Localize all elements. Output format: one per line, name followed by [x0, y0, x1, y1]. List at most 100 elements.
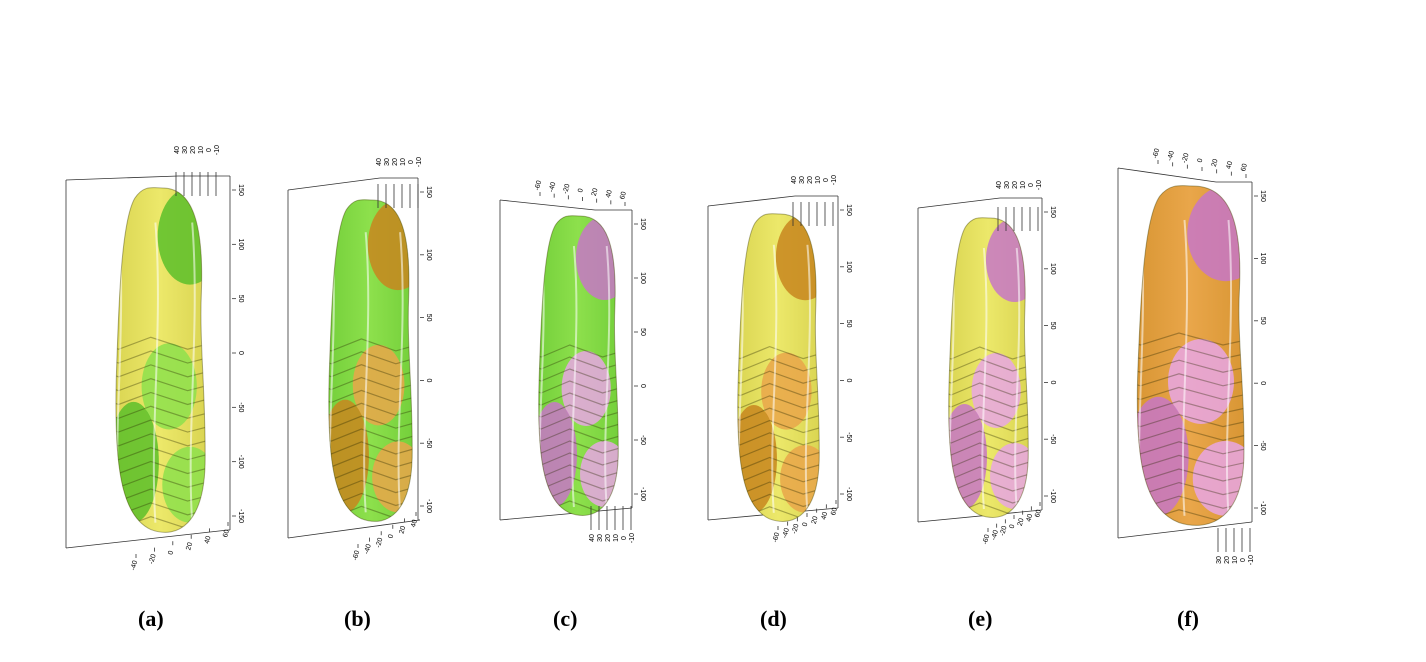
vertical-tick-label: -100: [845, 487, 852, 501]
vertical-tick-label: -50: [1259, 441, 1266, 451]
caption-f: (f): [1177, 606, 1199, 631]
vertical-tick-label: 150: [237, 184, 244, 196]
vertical-tick-label: 100: [425, 249, 432, 261]
depth-axis: 40 30 20 10 0 -10: [174, 145, 221, 196]
depth-tick-label: 0: [206, 148, 213, 152]
width-tick-label: 20: [185, 542, 194, 551]
vertical-tick-label: 150: [1049, 206, 1056, 218]
width-axis: -40 -20 0 20 40 60: [130, 522, 231, 571]
caption-b: (b): [344, 606, 371, 631]
caption-a: (a): [138, 606, 164, 631]
vertical-tick-label: -50: [845, 432, 852, 442]
depth-tick-label: -10: [1036, 180, 1043, 190]
depth-tick-label: 10: [1020, 181, 1027, 189]
depth-tick-label: 30: [799, 176, 806, 184]
vertical-tick-label: -50: [1049, 434, 1056, 444]
bounding-box: [65, 175, 231, 549]
width-axis: -60 -40 -20 0 20 40 60: [982, 502, 1043, 545]
vertical-tick-label: 150: [425, 186, 432, 198]
width-tick-label: 20: [1211, 158, 1220, 167]
vertical-tick-label: 50: [639, 328, 646, 336]
bounding-box: [499, 199, 633, 521]
sole-model: [1137, 185, 1245, 526]
width-tick-label: 20: [399, 525, 408, 534]
depth-tick-label: 0: [1028, 183, 1035, 187]
vertical-axis: 150 100 50 0 -50 -100: [1044, 206, 1056, 503]
vertical-axis: 150 100 50 0 -50 -100 -150: [232, 184, 244, 523]
vertical-tick-label: 0: [1259, 381, 1266, 385]
width-tick-label: 60: [1240, 163, 1249, 172]
depth-tick-label: 20: [392, 158, 399, 166]
vertical-tick-label: -50: [639, 435, 646, 445]
width-tick-label: -20: [148, 553, 157, 565]
width-tick-label: -20: [791, 523, 800, 535]
vertical-tick-label: -100: [237, 455, 244, 469]
vertical-tick-label: 0: [425, 378, 432, 382]
width-tick-label: -40: [548, 181, 557, 193]
width-tick-label: -40: [130, 560, 139, 572]
vertical-tick-label: -100: [639, 487, 646, 501]
vertical-axis: 150 100 50 0 -50 -100: [840, 204, 852, 501]
vertical-tick-label: 150: [1259, 190, 1266, 202]
width-tick-label: 40: [204, 535, 213, 544]
depth-tick-label: 10: [1232, 556, 1239, 564]
depth-axis: 40 30 20 10 0 -10: [996, 180, 1043, 231]
vertical-tick-label: 50: [845, 320, 852, 328]
width-tick-label: 60: [619, 191, 628, 200]
width-tick-label: 20: [591, 188, 600, 197]
width-tick-label: 0: [577, 188, 585, 194]
width-tick-label: 0: [167, 550, 175, 556]
vertical-tick-label: 0: [237, 351, 244, 355]
vertical-tick-label: 100: [237, 238, 244, 250]
width-tick-label: 40: [1025, 513, 1034, 522]
vertical-tick-label: 0: [1049, 380, 1056, 384]
width-tick-label: -40: [782, 527, 791, 539]
depth-tick-label: 40: [376, 158, 383, 166]
vertical-tick-label: 50: [1259, 317, 1266, 325]
width-axis: -60 -40 -20 0 20 40 60: [772, 500, 839, 543]
vertical-tick-label: -100: [1049, 489, 1056, 503]
width-tick-label: -40: [363, 543, 372, 555]
width-tick-label: 40: [820, 511, 829, 520]
depth-axis: 30 20 10 0 -10: [1216, 528, 1255, 565]
sole-model: [115, 187, 206, 533]
depth-tick-label: 20: [807, 176, 814, 184]
vertical-tick-label: 50: [237, 295, 244, 303]
caption-d: (d): [760, 606, 787, 631]
width-tick-label: -60: [534, 180, 543, 192]
sole-model: [948, 217, 1029, 518]
width-tick-label: 0: [387, 534, 395, 540]
vertical-tick-label: -50: [425, 438, 432, 448]
depth-tick-label: -10: [1248, 555, 1255, 565]
width-tick-label: 60: [222, 529, 231, 538]
width-tick-label: -40: [1167, 150, 1176, 162]
vertical-tick-label: -100: [1259, 501, 1266, 515]
depth-axis: 40 30 20 10 0 -10: [791, 175, 838, 226]
width-tick-label: 20: [1017, 518, 1026, 527]
depth-tick-label: -10: [416, 157, 423, 167]
sole-model: [737, 213, 820, 522]
vertical-tick-label: -150: [237, 509, 244, 523]
width-tick-label: -20: [562, 183, 571, 195]
width-tick-label: -40: [991, 529, 1000, 541]
width-tick-label: 0: [1009, 524, 1017, 530]
width-tick-label: -60: [352, 550, 361, 562]
vertical-tick-label: -100: [425, 499, 432, 513]
width-tick-label: 40: [605, 189, 614, 198]
depth-tick-label: 0: [621, 536, 628, 540]
depth-tick-label: 30: [1004, 181, 1011, 189]
depth-tick-label: 40: [996, 181, 1003, 189]
width-tick-label: 0: [802, 522, 810, 528]
depth-tick-label: 30: [1216, 556, 1223, 564]
width-tick-label: -60: [982, 534, 991, 546]
depth-tick-label: 0: [1240, 558, 1247, 562]
depth-tick-label: 30: [597, 534, 604, 542]
caption-c: (c): [553, 606, 578, 631]
depth-tick-label: -10: [629, 533, 636, 543]
width-tick-label: 40: [410, 519, 419, 528]
depth-tick-label: 20: [190, 146, 197, 154]
